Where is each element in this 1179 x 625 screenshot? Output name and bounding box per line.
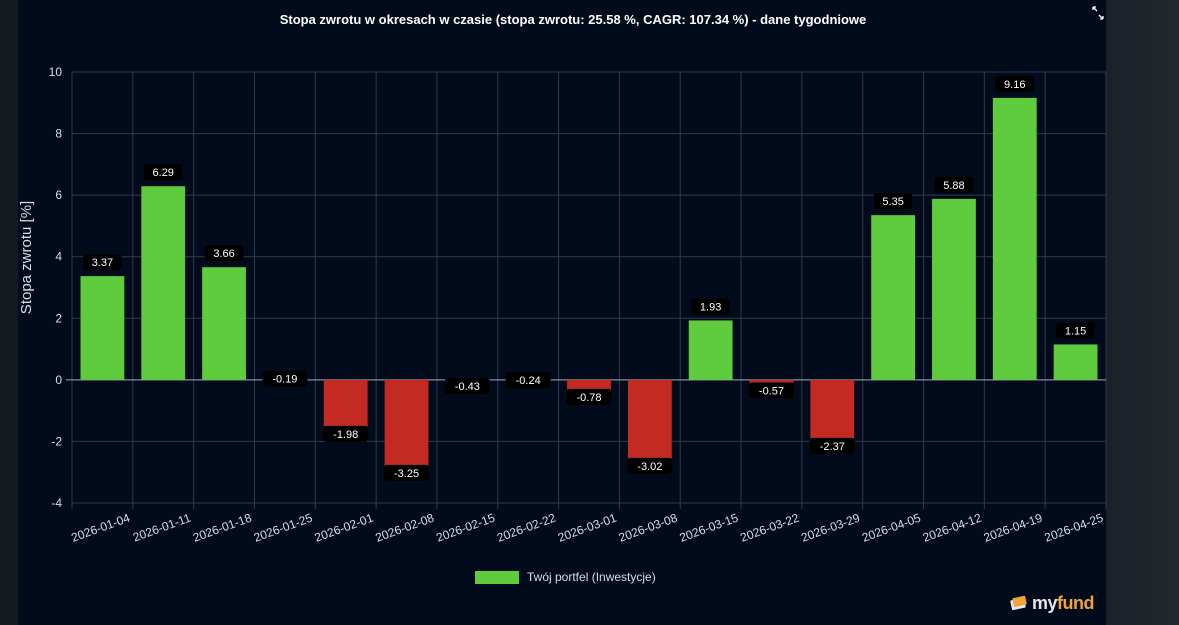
bar bbox=[871, 215, 915, 380]
myfund-logo: myfund bbox=[1010, 592, 1094, 614]
x-tick-label: 2026-02-08 bbox=[373, 511, 436, 545]
data-label: -0.24 bbox=[516, 375, 541, 387]
logo-text: myfund bbox=[1032, 593, 1094, 614]
data-label: -0.78 bbox=[576, 392, 601, 404]
y-tick-label: 8 bbox=[55, 127, 62, 141]
myfund-logo-icon bbox=[1010, 595, 1028, 611]
y-axis-label: Stopa zwrotu [%] bbox=[18, 201, 35, 314]
x-tick-label: 2026-02-15 bbox=[434, 511, 497, 545]
data-label: -3.02 bbox=[637, 461, 662, 473]
data-label: 3.37 bbox=[92, 257, 113, 269]
x-tick-label: 2026-04-19 bbox=[982, 511, 1045, 545]
y-tick-label: 10 bbox=[49, 65, 63, 79]
legend-swatch bbox=[475, 571, 519, 584]
x-tick-label: 2026-01-11 bbox=[131, 511, 193, 545]
bar bbox=[385, 380, 429, 480]
data-label: 6.29 bbox=[153, 167, 174, 179]
y-tick-label: 2 bbox=[55, 311, 62, 325]
legend-item[interactable]: Twój portfel (Inwestycje) bbox=[475, 568, 656, 586]
data-label: 9.16 bbox=[1004, 79, 1025, 91]
x-tick-label: 2026-03-08 bbox=[617, 511, 680, 545]
x-tick-label: 2026-01-25 bbox=[252, 511, 315, 545]
y-tick-label: 6 bbox=[55, 188, 62, 202]
x-tick-label: 2026-03-22 bbox=[738, 511, 801, 545]
data-label: 5.35 bbox=[882, 196, 903, 208]
legend-label: Twój portfel (Inwestycje) bbox=[527, 570, 656, 584]
y-tick-label: -4 bbox=[51, 496, 62, 510]
data-label: -0.43 bbox=[455, 381, 480, 393]
x-tick-label: 2026-02-22 bbox=[495, 511, 558, 545]
y-tick-label: 0 bbox=[55, 373, 62, 387]
x-tick-label: 2026-03-01 bbox=[556, 511, 619, 545]
data-label: -3.25 bbox=[394, 468, 419, 480]
x-tick-label: 2026-04-12 bbox=[921, 511, 984, 545]
y-tick-label: 4 bbox=[55, 250, 62, 264]
x-tick-label: 2026-01-18 bbox=[191, 511, 254, 545]
data-label: 5.88 bbox=[943, 180, 964, 192]
data-label: 3.66 bbox=[213, 248, 234, 260]
data-label: 1.15 bbox=[1065, 325, 1086, 337]
bar bbox=[932, 199, 976, 380]
data-label: -0.57 bbox=[759, 385, 784, 397]
data-label: -2.37 bbox=[820, 441, 845, 453]
bar bbox=[993, 98, 1037, 380]
x-tick-label: 2026-04-25 bbox=[1043, 511, 1106, 545]
bar bbox=[689, 320, 733, 379]
bar bbox=[81, 276, 125, 380]
x-tick-label: 2026-04-05 bbox=[860, 511, 923, 545]
x-tick-label: 2026-03-29 bbox=[799, 511, 862, 545]
y-tick-label: -2 bbox=[51, 434, 62, 448]
bar bbox=[1054, 344, 1098, 379]
bar bbox=[202, 267, 246, 380]
x-tick-label: 2026-02-01 bbox=[313, 511, 376, 545]
bar bbox=[141, 186, 185, 380]
data-label: -1.98 bbox=[333, 429, 358, 441]
data-label: -0.19 bbox=[272, 374, 297, 386]
x-tick-label: 2026-01-04 bbox=[69, 511, 132, 545]
data-label: 1.93 bbox=[700, 301, 721, 313]
x-tick-label: 2026-03-15 bbox=[678, 511, 741, 545]
